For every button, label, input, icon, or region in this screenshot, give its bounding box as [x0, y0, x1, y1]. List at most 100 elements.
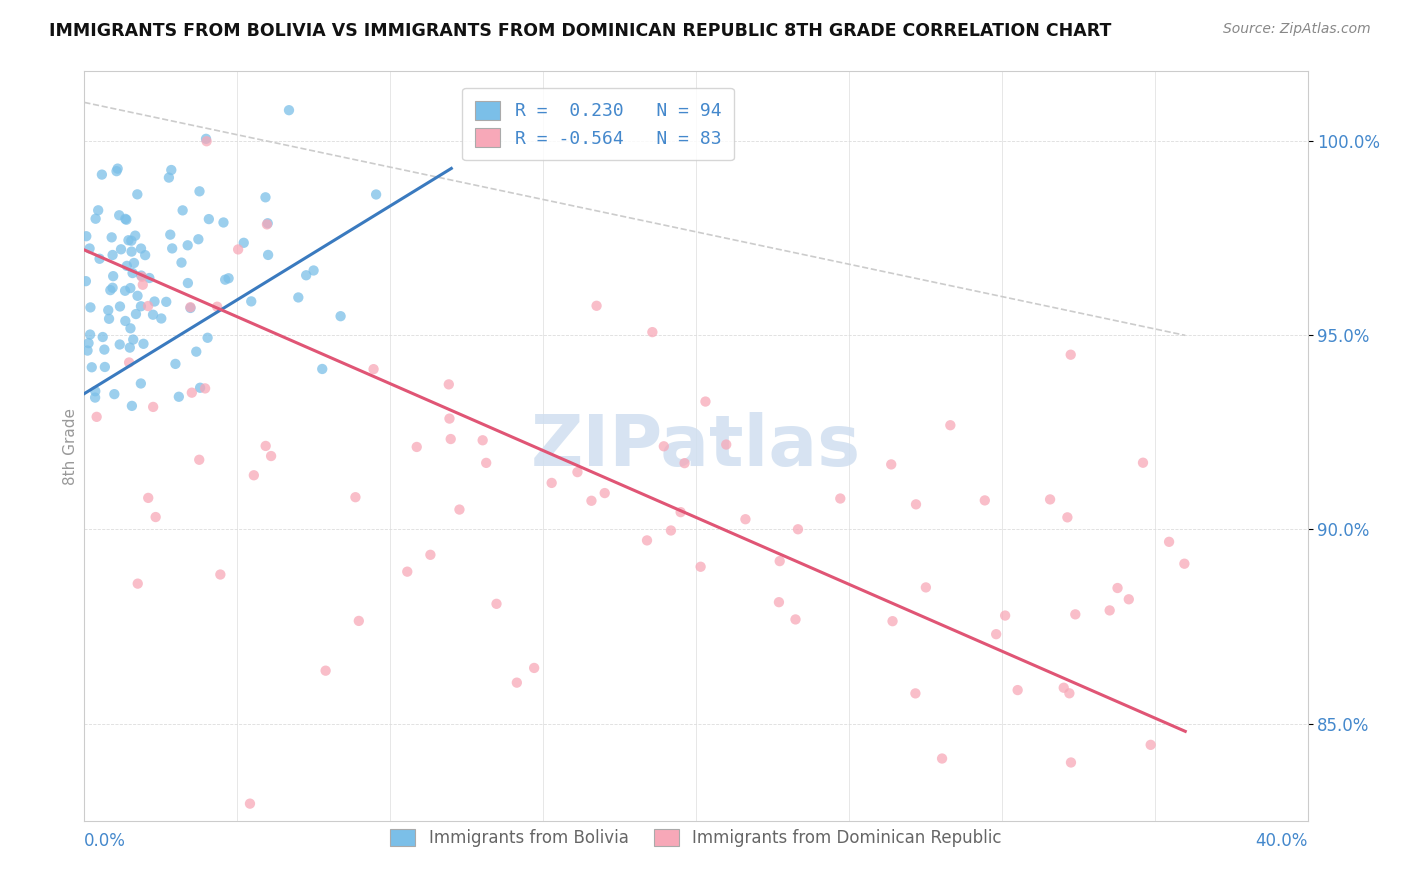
Point — [363, 362, 385, 376]
Point — [1132, 456, 1154, 470]
Point — [581, 493, 603, 508]
Point — [79, 327, 101, 342]
Point — [734, 512, 756, 526]
Point — [329, 309, 352, 323]
Point — [302, 263, 325, 277]
Point — [257, 248, 280, 262]
Point — [84, 211, 107, 226]
Point — [315, 664, 337, 678]
Point — [76, 343, 98, 358]
Point — [120, 321, 142, 335]
Point — [188, 381, 211, 395]
Point — [405, 440, 427, 454]
Text: 0.0%: 0.0% — [84, 832, 127, 850]
Point — [485, 597, 508, 611]
Point — [785, 612, 807, 626]
Point — [138, 271, 160, 285]
Point — [91, 330, 114, 344]
Point — [1118, 592, 1140, 607]
Point — [226, 243, 249, 257]
Point — [523, 661, 546, 675]
Point — [287, 290, 309, 304]
Point — [86, 409, 108, 424]
Point — [1060, 348, 1083, 362]
Point — [108, 337, 131, 351]
Point — [108, 300, 131, 314]
Point — [475, 456, 498, 470]
Point — [769, 554, 792, 568]
Point — [136, 299, 159, 313]
Point — [366, 187, 388, 202]
Point — [673, 456, 696, 470]
Point — [93, 343, 115, 357]
Point — [880, 458, 903, 472]
Point — [84, 391, 107, 405]
Point — [904, 497, 927, 511]
Point — [180, 385, 202, 400]
Point — [1139, 738, 1161, 752]
Point — [159, 227, 181, 242]
Point — [218, 271, 240, 285]
Point — [506, 675, 529, 690]
Point — [115, 259, 138, 273]
Point — [115, 212, 138, 227]
Point — [98, 283, 121, 297]
Point — [254, 439, 277, 453]
Text: IMMIGRANTS FROM BOLIVIA VS IMMIGRANTS FROM DOMINICAN REPUBLIC 8TH GRADE CORRELAT: IMMIGRANTS FROM BOLIVIA VS IMMIGRANTS FR… — [49, 22, 1112, 40]
Point — [973, 493, 995, 508]
Point — [986, 627, 1008, 641]
Point — [172, 203, 194, 218]
Point — [125, 307, 148, 321]
Point — [89, 252, 111, 266]
Point — [419, 548, 441, 562]
Point — [830, 491, 852, 506]
Point — [129, 242, 152, 256]
Point — [240, 294, 263, 309]
Point — [1173, 557, 1195, 571]
Point — [160, 242, 183, 256]
Point — [143, 294, 166, 309]
Point — [243, 468, 266, 483]
Point — [994, 608, 1017, 623]
Point — [695, 394, 717, 409]
Y-axis label: 8th Grade: 8th Grade — [63, 408, 77, 484]
Point — [787, 522, 810, 536]
Point — [101, 248, 124, 262]
Text: Source: ZipAtlas.com: Source: ZipAtlas.com — [1223, 22, 1371, 37]
Point — [142, 308, 165, 322]
Point — [121, 266, 143, 280]
Point — [127, 187, 149, 202]
Legend: Immigrants from Bolivia, Immigrants from Dominican Republic: Immigrants from Bolivia, Immigrants from… — [384, 822, 1008, 854]
Point — [593, 486, 616, 500]
Point — [669, 505, 692, 519]
Point — [177, 276, 200, 290]
Point — [471, 434, 494, 448]
Point — [176, 238, 198, 252]
Point — [79, 242, 101, 256]
Point — [437, 377, 460, 392]
Point — [155, 294, 177, 309]
Point — [179, 300, 201, 314]
Point — [110, 242, 132, 256]
Point — [105, 164, 128, 178]
Point — [79, 301, 101, 315]
Text: 40.0%: 40.0% — [1256, 832, 1308, 850]
Point — [114, 314, 136, 328]
Point — [120, 234, 142, 248]
Point — [198, 212, 221, 227]
Point — [179, 301, 201, 315]
Point — [97, 303, 120, 318]
Point — [344, 490, 367, 504]
Point — [1053, 681, 1076, 695]
Point — [256, 218, 278, 232]
Point — [90, 168, 112, 182]
Point — [641, 325, 664, 339]
Point — [101, 281, 124, 295]
Point — [636, 533, 658, 548]
Point — [205, 300, 228, 314]
Point — [84, 384, 107, 399]
Point — [1060, 756, 1083, 770]
Point — [186, 344, 208, 359]
Point — [214, 273, 236, 287]
Point — [121, 244, 143, 259]
